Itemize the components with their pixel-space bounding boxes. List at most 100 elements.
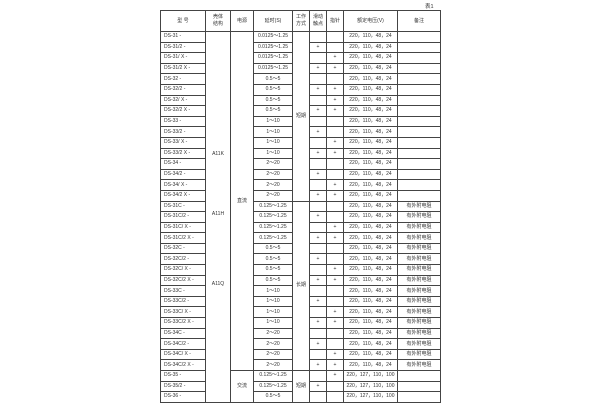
slide-contact-cell [309, 179, 327, 191]
pointer-cell [326, 73, 344, 85]
voltage-cell: 220，110，48，24 [343, 136, 398, 149]
note-cell [397, 168, 441, 181]
header-pointer: 指针 [326, 10, 344, 32]
model-cell: DS-33/2 X - [160, 147, 206, 160]
model-cell: DS-35 - [160, 370, 206, 382]
model-cell: DS-34C/2 - [160, 338, 206, 350]
pointer-cell [326, 380, 344, 393]
pointer-cell: + [326, 317, 344, 329]
table-row: DS-34/2 - 2～20 +220，110，48，24 [160, 168, 441, 181]
slide-contact-cell [309, 158, 327, 170]
delay-cell: 1～10 [253, 126, 293, 138]
table-row: DS-34/2 X - 2～20 + +220，110，48，24 [160, 189, 441, 202]
note-cell [397, 189, 441, 202]
model-cell: DS-32C/2 X - [160, 274, 206, 287]
slide-contact-cell: + [309, 232, 327, 244]
model-cell: DS-32/2 X - [160, 105, 206, 117]
note-cell: 有外附电阻 [397, 264, 441, 276]
delay-cell: 0.5～5 [253, 105, 293, 117]
slide-contact-cell [309, 264, 327, 276]
delay-cell: 0.0125～1.25 [253, 41, 293, 54]
delay-cell: 0.125～1.25 [253, 380, 293, 393]
header-shell: 壳体 结构 [205, 10, 231, 32]
note-cell: 有外附电阻 [397, 274, 441, 287]
model-cell: DS-34 - [160, 158, 206, 170]
slide-contact-cell: + [309, 253, 327, 266]
pointer-cell [326, 211, 344, 223]
slide-contact-cell [309, 94, 327, 107]
slide-contact-cell: + [309, 359, 327, 371]
model-cell: DS-33 - [160, 115, 206, 128]
note-cell [397, 105, 441, 117]
delay-cell: 1～10 [253, 306, 293, 319]
pointer-cell: + [326, 264, 344, 276]
table-row: DS-34C/2 - 2～20 +220，110，48，24 有外附电阻 [160, 338, 441, 350]
slide-contact-cell: + [309, 317, 327, 329]
voltage-cell: 220，110，48，24 [343, 189, 398, 202]
slide-contact-cell [309, 200, 327, 213]
table-row: DS-34 - 2～20 220，110，48，24 [160, 158, 441, 170]
delay-cell: 1～10 [253, 136, 293, 149]
note-cell [397, 126, 441, 138]
voltage-cell: 220，110，48，24 [343, 94, 398, 107]
pointer-cell [326, 338, 344, 350]
voltage-cell: 220，110，48，24 [343, 285, 398, 297]
slide-contact-cell: + [309, 126, 327, 138]
voltage-cell: 220，127，110，100 [343, 391, 398, 403]
relay-spec-table: 型 号壳体 结构 电源 延时(S) 工作 方式 滑动 触点 指针 额定电压(V) 备注 DS-… [160, 10, 441, 403]
model-cell: DS-32/2 - [160, 83, 206, 96]
table-row: DS-33C/2 - 1～10 +220，110，48，24 有外附电阻 [160, 295, 441, 308]
model-cell: DS-33C/2 - [160, 295, 206, 308]
delay-cell: 0.5～5 [253, 83, 293, 96]
pointer-cell: + [326, 306, 344, 319]
voltage-cell: 220，110，48，24 [343, 31, 398, 43]
delay-cell: 2～20 [253, 359, 293, 371]
model-cell: DS-31/ X - [160, 52, 206, 64]
pointer-cell: + [326, 221, 344, 234]
voltage-cell: 220，110，48，24 [343, 179, 398, 191]
note-cell [397, 41, 441, 54]
slide-contact-cell [309, 327, 327, 340]
voltage-cell: 220，110，48，24 [343, 274, 398, 287]
note-cell [397, 136, 441, 149]
voltage-cell: 220，127，110，100 [343, 370, 398, 382]
pointer-cell [326, 126, 344, 138]
note-cell [397, 62, 441, 75]
voltage-cell: 220，110，48，24 [343, 115, 398, 128]
note-cell [397, 94, 441, 107]
delay-cell: 2～20 [253, 158, 293, 170]
pointer-cell [326, 41, 344, 54]
header-power: 电源 [230, 10, 254, 32]
delay-cell: 0.0125～1.25 [253, 31, 293, 43]
pointer-cell: + [326, 105, 344, 117]
pointer-cell: + [326, 232, 344, 244]
voltage-cell: 220，110，48，24 [343, 295, 398, 308]
power-cell: 直流 [230, 31, 254, 371]
delay-cell: 0.0125～1.25 [253, 52, 293, 64]
note-cell [397, 147, 441, 160]
note-cell [397, 52, 441, 64]
voltage-cell: 220，110，48，24 [343, 52, 398, 64]
table-row: DS-32/2 X - 0.5～5 + +220，110，48，24 [160, 105, 441, 117]
voltage-cell: 220，110，48，24 [343, 126, 398, 138]
slide-contact-cell [309, 52, 327, 64]
voltage-cell: 220，127，110，100 [343, 380, 398, 393]
delay-cell: 1～10 [253, 295, 293, 308]
voltage-cell: 220，110，48，24 [343, 147, 398, 160]
slide-contact-cell: + [309, 211, 327, 223]
slide-contact-cell [309, 73, 327, 85]
note-cell [397, 370, 441, 382]
pointer-cell [326, 168, 344, 181]
slide-contact-cell: + [309, 62, 327, 75]
slide-contact-cell [309, 242, 327, 255]
pointer-cell [326, 285, 344, 297]
header-note: 备注 [397, 10, 441, 32]
model-cell: DS-33C/ X - [160, 306, 206, 319]
table-row: DS-32C/ X - 0.5～5 +220，110，48，24 有外附电阻 [160, 264, 441, 276]
slide-contact-cell [309, 115, 327, 128]
slide-contact-cell: + [309, 147, 327, 160]
table-row: DS-32C/2 X - 0.5～5 + +220，110，48，24 有外附电阻 [160, 274, 441, 287]
shell-label: A11H [211, 211, 225, 217]
slide-contact-cell: + [309, 168, 327, 181]
delay-cell: 2～20 [253, 338, 293, 350]
